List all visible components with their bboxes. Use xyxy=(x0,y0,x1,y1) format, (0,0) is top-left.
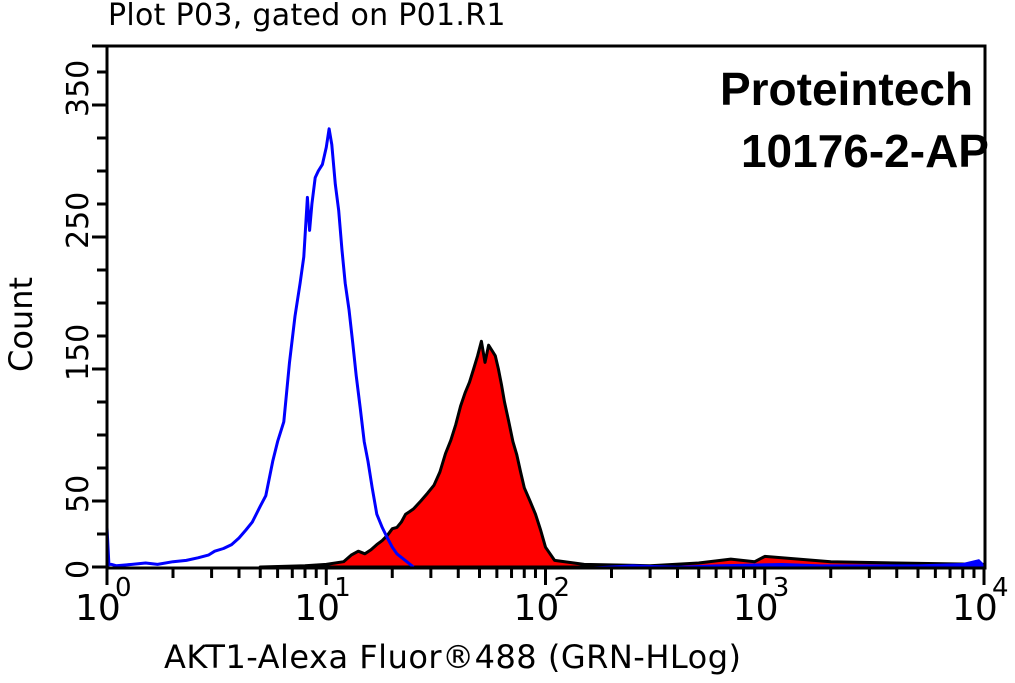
x-tick-label: 101 xyxy=(294,573,351,629)
control-histogram-tail xyxy=(554,559,984,567)
y-tick-label: 150 xyxy=(61,324,96,381)
antibody-annotation: Proteintech 10176-2-AP xyxy=(719,58,989,182)
plot-title: Plot P03, gated on P01.R1 xyxy=(108,0,506,33)
x-tick-label: 100 xyxy=(75,573,132,629)
x-tick-label: 102 xyxy=(514,573,571,629)
svg-text:3: 3 xyxy=(773,573,790,603)
control-histogram-line xyxy=(105,127,415,569)
sample-histogram-area xyxy=(258,339,986,569)
svg-text:1: 1 xyxy=(334,573,351,603)
x-tick-label: 104 xyxy=(952,573,1009,629)
x-axis-ticks: 100 101 102 103 104 xyxy=(75,569,1009,629)
x-tick-label: 103 xyxy=(733,573,790,629)
y-tick-label: 350 xyxy=(61,60,96,117)
svg-text:10: 10 xyxy=(514,588,560,629)
histogram-series xyxy=(105,127,986,569)
svg-text:10: 10 xyxy=(294,588,340,629)
svg-text:10: 10 xyxy=(733,588,779,629)
plot-frame xyxy=(105,44,987,570)
y-tick-label: 0 xyxy=(61,560,96,579)
x-axis-label: AKT1-Alexa Fluor®488 (GRN-HLog) xyxy=(164,638,742,676)
catalog-number: 10176-2-AP xyxy=(740,125,989,177)
y-axis-ticks: 0 50 150 250 350 xyxy=(61,44,107,579)
brand-name: Proteintech xyxy=(719,63,973,115)
svg-text:2: 2 xyxy=(554,573,571,603)
y-tick-label: 50 xyxy=(61,475,96,513)
svg-text:0: 0 xyxy=(115,573,132,603)
y-tick-label: 250 xyxy=(61,192,96,249)
svg-text:10: 10 xyxy=(952,588,998,629)
svg-text:4: 4 xyxy=(992,573,1009,603)
svg-text:10: 10 xyxy=(75,588,121,629)
